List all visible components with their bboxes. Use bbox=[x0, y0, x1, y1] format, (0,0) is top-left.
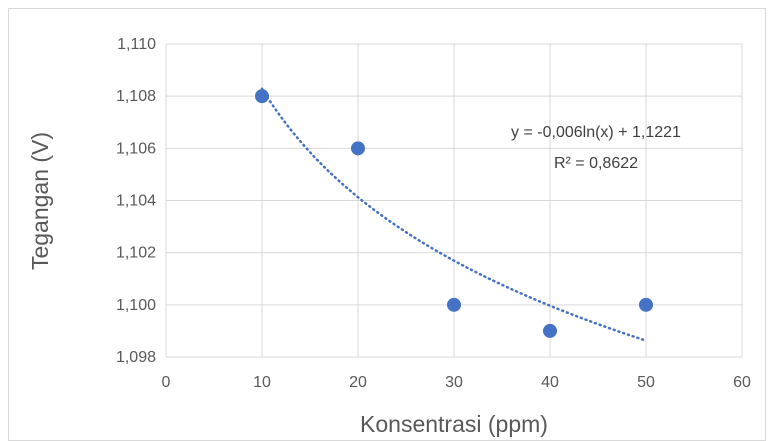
y-axis-title: Tegangan (V) bbox=[27, 132, 53, 270]
y-tick-label: 1,108 bbox=[116, 88, 156, 105]
trendline bbox=[260, 87, 648, 342]
y-tick-label: 1,104 bbox=[116, 193, 156, 210]
data-point bbox=[447, 297, 461, 312]
x-tick-label: 60 bbox=[733, 374, 751, 391]
data-point bbox=[639, 297, 653, 312]
x-tick-label: 50 bbox=[637, 374, 655, 391]
x-axis-title: Konsentrasi (ppm) bbox=[360, 411, 548, 437]
trendline-equation: y = -0,006ln(x) + 1,1221 bbox=[511, 124, 681, 141]
chart-frame bbox=[8, 8, 766, 441]
trend-layer bbox=[260, 87, 648, 342]
data-point bbox=[543, 323, 557, 338]
y-tick-label: 1,098 bbox=[116, 349, 156, 366]
x-tick-label: 30 bbox=[445, 374, 463, 391]
tick-layer: 1,098 1,100 1,102 1,104 1,106 1,108 1,110 0 10 20… bbox=[116, 36, 751, 391]
r-squared-label: R² = 0,8622 bbox=[554, 155, 638, 172]
y-tick-label: 1,110 bbox=[117, 36, 156, 53]
y-tick-label: 1,100 bbox=[116, 297, 156, 314]
x-tick-label: 0 bbox=[162, 374, 171, 391]
x-tick-label: 10 bbox=[253, 374, 271, 391]
x-tick-label: 20 bbox=[349, 374, 367, 391]
point-layer bbox=[255, 89, 653, 338]
y-tick-label: 1,106 bbox=[116, 140, 156, 157]
x-tick-label: 40 bbox=[541, 374, 559, 391]
data-point bbox=[351, 141, 365, 156]
y-tick-label: 1,102 bbox=[116, 245, 156, 262]
data-point bbox=[255, 89, 269, 104]
